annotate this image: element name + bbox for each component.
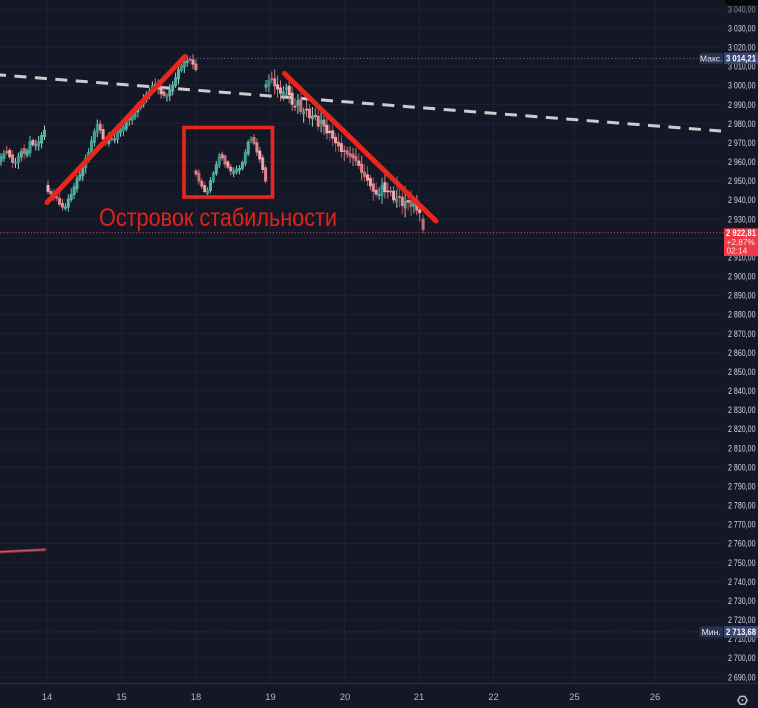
svg-text:3 040,00: 3 040,00 — [728, 4, 756, 14]
svg-text:Макс.: Макс. — [700, 54, 723, 64]
svg-text:2 860,00: 2 860,00 — [728, 348, 756, 358]
svg-text:2 900,00: 2 900,00 — [728, 272, 756, 282]
svg-text:22: 22 — [488, 691, 498, 702]
svg-text:3 014,21: 3 014,21 — [726, 54, 756, 64]
svg-text:2 930,00: 2 930,00 — [728, 214, 756, 224]
svg-text:Островок стабильности: Островок стабильности — [99, 204, 337, 232]
svg-text:21: 21 — [414, 691, 424, 702]
svg-text:2 940,00: 2 940,00 — [728, 195, 756, 205]
svg-text:2 950,00: 2 950,00 — [728, 176, 756, 186]
svg-text:20: 20 — [340, 691, 350, 702]
svg-text:2 713,68: 2 713,68 — [726, 627, 756, 637]
svg-text:2 760,00: 2 760,00 — [728, 539, 756, 549]
svg-text:2 840,00: 2 840,00 — [728, 386, 756, 396]
svg-text:2 922,81: 2 922,81 — [726, 228, 756, 238]
svg-text:2 740,00: 2 740,00 — [728, 577, 756, 587]
svg-text:2 730,00: 2 730,00 — [728, 596, 756, 606]
svg-text:2 790,00: 2 790,00 — [728, 481, 756, 491]
svg-text:2 850,00: 2 850,00 — [728, 367, 756, 377]
svg-text:2 990,00: 2 990,00 — [728, 100, 756, 110]
svg-text:2 960,00: 2 960,00 — [728, 157, 756, 167]
svg-text:2 720,00: 2 720,00 — [728, 615, 756, 625]
svg-text:2 870,00: 2 870,00 — [728, 329, 756, 339]
svg-text:2 750,00: 2 750,00 — [728, 558, 756, 568]
svg-text:2 890,00: 2 890,00 — [728, 291, 756, 301]
svg-text:15: 15 — [116, 691, 126, 702]
svg-text:3 020,00: 3 020,00 — [728, 43, 756, 53]
svg-text:2 820,00: 2 820,00 — [728, 424, 756, 434]
svg-text:2 700,00: 2 700,00 — [728, 653, 756, 663]
svg-text:26: 26 — [650, 691, 660, 702]
svg-text:2 910,00: 2 910,00 — [728, 252, 756, 262]
svg-text:+2,87%: +2,87% — [727, 237, 756, 247]
svg-text:3 010,00: 3 010,00 — [728, 62, 756, 72]
svg-text:2 800,00: 2 800,00 — [728, 462, 756, 472]
svg-text:02:14: 02:14 — [727, 246, 748, 256]
svg-text:2 710,00: 2 710,00 — [728, 634, 756, 644]
svg-text:2 810,00: 2 810,00 — [728, 443, 756, 453]
svg-text:18: 18 — [191, 691, 201, 702]
svg-text:2 770,00: 2 770,00 — [728, 520, 756, 530]
svg-text:14: 14 — [42, 691, 52, 702]
svg-text:2 780,00: 2 780,00 — [728, 501, 756, 511]
svg-text:25: 25 — [569, 691, 579, 702]
svg-text:19: 19 — [265, 691, 275, 702]
svg-text:Мин.: Мин. — [702, 627, 721, 637]
svg-text:2 690,00: 2 690,00 — [728, 672, 756, 682]
svg-text:2 830,00: 2 830,00 — [728, 405, 756, 415]
svg-text:3 030,00: 3 030,00 — [728, 24, 756, 34]
svg-text:2 970,00: 2 970,00 — [728, 138, 756, 148]
svg-text:3 000,00: 3 000,00 — [728, 81, 756, 91]
svg-text:2 980,00: 2 980,00 — [728, 119, 756, 129]
svg-text:2 880,00: 2 880,00 — [728, 310, 756, 320]
